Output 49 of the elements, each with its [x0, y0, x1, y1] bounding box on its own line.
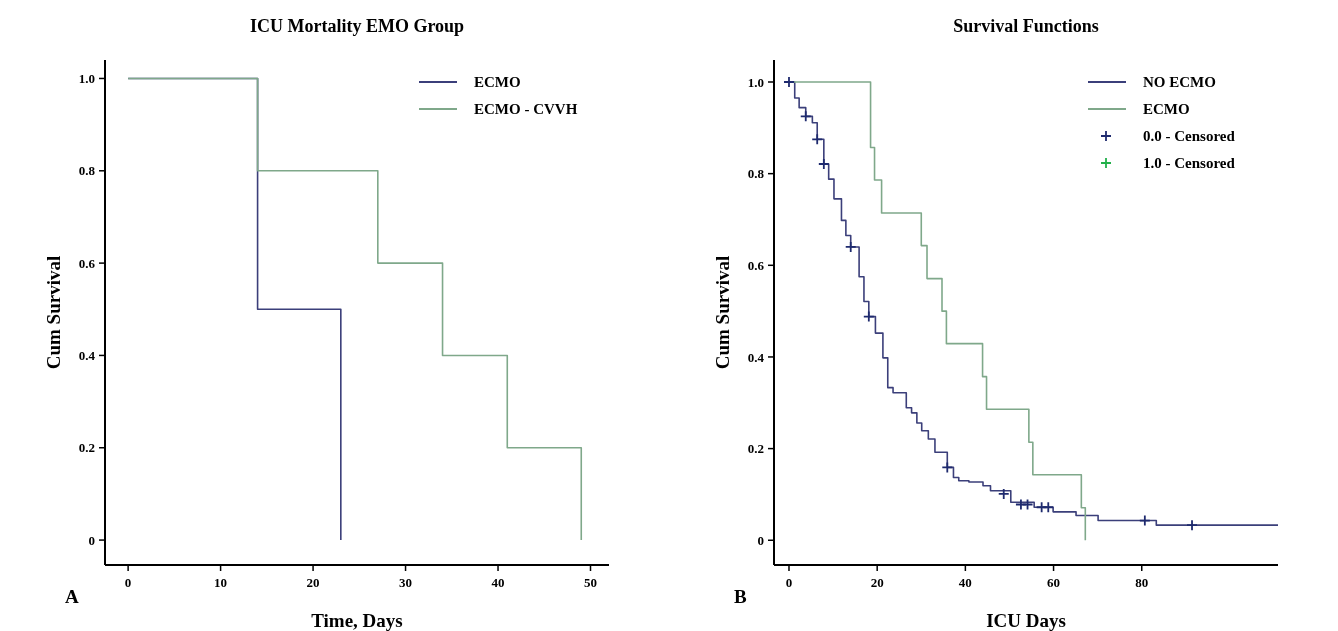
- point: [811, 133, 824, 146]
- x-tick-label: 10: [214, 575, 228, 590]
- y-axis-title: Cum Survival: [712, 255, 733, 370]
- x-tick-label: 80: [1135, 575, 1149, 590]
- y-tick-label: 0.2: [78, 440, 95, 456]
- point: [783, 76, 795, 88]
- point: [862, 310, 875, 323]
- point: [1042, 501, 1055, 514]
- legend-label: 0.0 - Censored: [1143, 128, 1236, 145]
- legend-label: ECMO: [474, 74, 521, 91]
- y-tick-label: 0: [88, 532, 95, 548]
- text: B: [734, 586, 747, 607]
- point: [1021, 498, 1034, 511]
- y-tick-label: 0: [757, 532, 764, 548]
- legend-label: ECMO: [1143, 101, 1190, 118]
- y-tick-label: 1.0: [747, 74, 764, 90]
- chart-title: Survival Functions: [953, 16, 1099, 36]
- y-tick-label: 0.2: [747, 441, 764, 457]
- chart-title: ICU Mortality EMO Group: [249, 16, 465, 36]
- y-tick-label: 0.4: [747, 349, 765, 365]
- x-tick-label: 40: [491, 575, 505, 590]
- x-tick-label: 50: [584, 575, 597, 590]
- point: [1186, 519, 1198, 532]
- x-tick-label: 30: [399, 575, 413, 590]
- x-axis-title: ICU Days: [986, 610, 1066, 631]
- point: [799, 110, 812, 123]
- point: [817, 158, 830, 170]
- y-tick-label: 1.0: [78, 71, 95, 87]
- x-tick-label: 40: [958, 575, 972, 590]
- y-tick-label: 0.6: [747, 257, 765, 273]
- x-tick-label: 0: [124, 575, 132, 590]
- y-axis-title: Cum Survival: [43, 255, 64, 370]
- legend-label: ECMO - CVVH: [474, 101, 578, 118]
- text: A: [65, 586, 79, 607]
- x-axis-title: Time, Days: [311, 610, 403, 631]
- x-tick-label: 0: [785, 575, 793, 590]
- point: [844, 241, 857, 253]
- x-tick-label: 20: [870, 575, 884, 590]
- y-tick-label: 0.6: [78, 255, 96, 271]
- point: [997, 488, 1010, 500]
- y-tick-label: 0.4: [78, 347, 96, 363]
- y-tick-label: 0.8: [747, 166, 765, 182]
- legend-label: 1.0 - Censored: [1143, 155, 1236, 172]
- point: [941, 461, 954, 474]
- y-tick-label: 0.8: [78, 163, 96, 179]
- point: [1138, 514, 1151, 527]
- x-tick-label: 60: [1047, 575, 1061, 590]
- x-tick-label: 20: [306, 575, 320, 590]
- legend-label: NO ECMO: [1143, 74, 1216, 91]
